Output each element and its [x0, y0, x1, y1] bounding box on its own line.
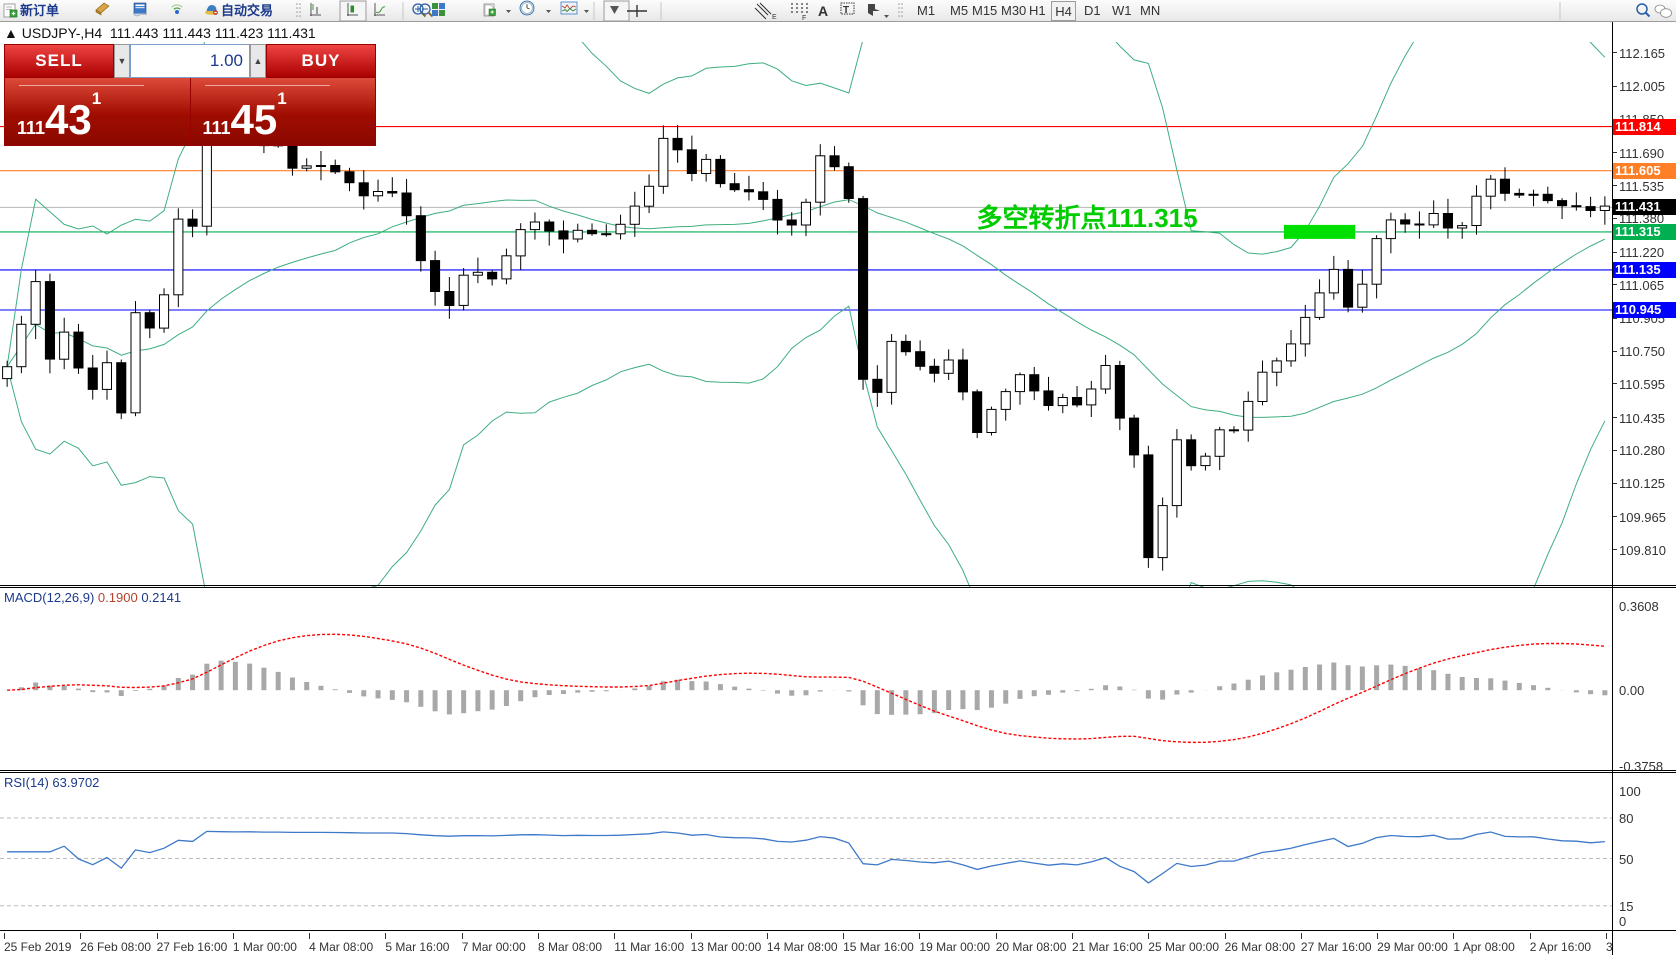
- svg-text:A: A: [818, 3, 828, 19]
- svg-text:F: F: [802, 15, 806, 22]
- svg-text:E: E: [772, 14, 777, 21]
- svg-text:T: T: [843, 5, 849, 16]
- svg-text:自动交易: 自动交易: [221, 3, 273, 18]
- svg-text:新订单: 新订单: [20, 3, 59, 18]
